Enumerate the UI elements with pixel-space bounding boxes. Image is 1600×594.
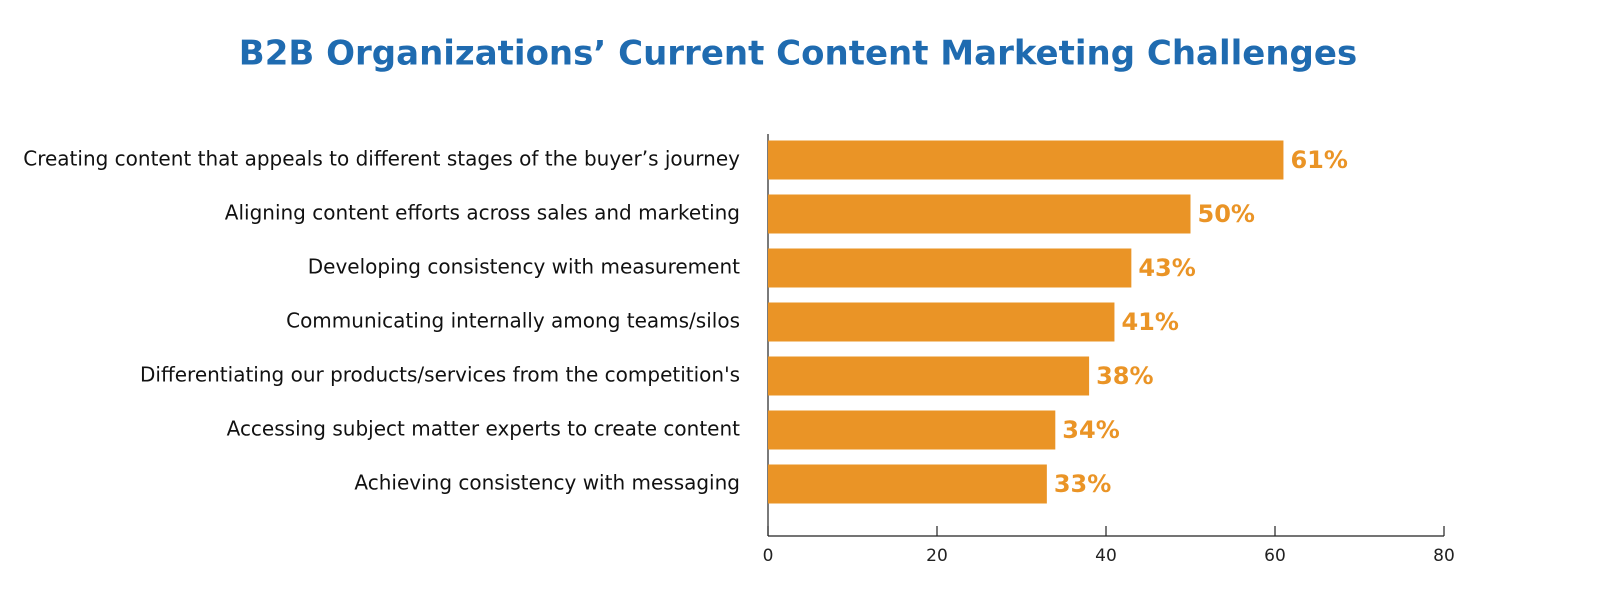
bar [768,302,1115,342]
x-tick-label: 80 [1433,546,1455,566]
x-tick-label: 20 [926,546,948,566]
value-label: 33% [1054,470,1111,498]
x-tick-label: 0 [763,546,774,566]
value-label: 61% [1290,146,1347,174]
value-label: 50% [1198,200,1255,228]
bar [768,140,1284,180]
bar [768,194,1191,234]
category-label: Communicating internally among teams/sil… [286,309,740,333]
category-label: Achieving consistency with messaging [354,471,740,495]
category-label: Differentiating our products/services fr… [140,363,740,387]
chart-title: B2B Organizations’ Current Content Marke… [239,34,1357,74]
value-label: 43% [1138,254,1195,282]
bar [768,248,1132,288]
value-label: 38% [1096,362,1153,390]
x-tick-label: 60 [1264,546,1286,566]
bar [768,464,1047,504]
x-tick-label: 40 [1095,546,1117,566]
value-label: 41% [1121,308,1178,336]
value-label: 34% [1062,416,1119,444]
bar [768,356,1090,396]
bar [768,410,1056,450]
category-label: Developing consistency with measurement [308,255,740,279]
category-label: Accessing subject matter experts to crea… [227,417,741,441]
category-label: Aligning content efforts across sales an… [225,201,740,225]
category-label: Creating content that appeals to differe… [23,147,740,171]
